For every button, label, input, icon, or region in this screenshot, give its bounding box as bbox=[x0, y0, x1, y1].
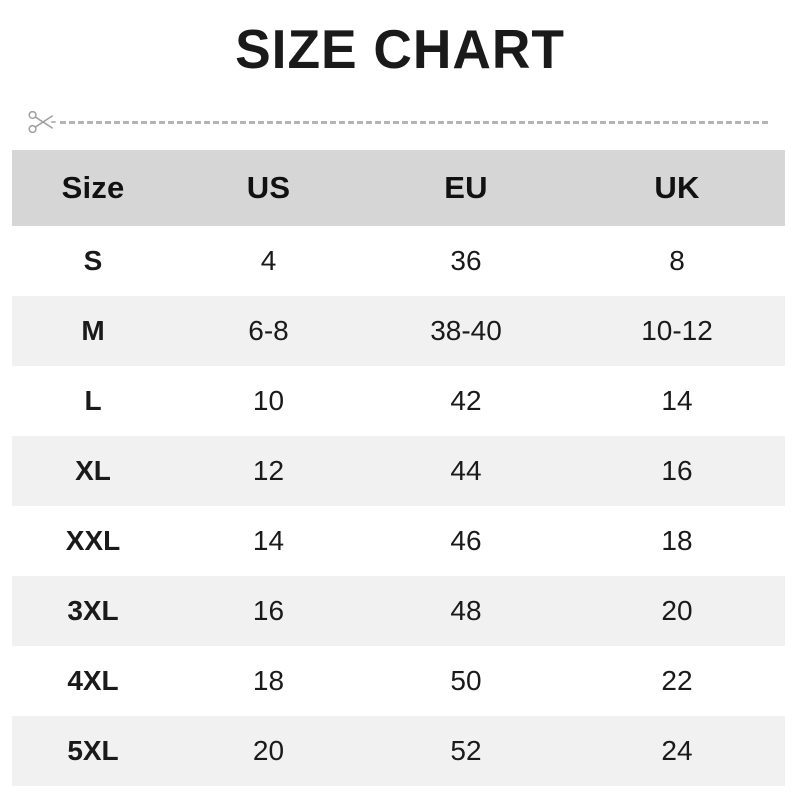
cell-eu: 42 bbox=[450, 385, 482, 416]
cell-size: XL bbox=[75, 455, 111, 486]
cell-size: M bbox=[81, 315, 105, 346]
page-title: SIZE CHART bbox=[235, 18, 565, 80]
table-row: 4XL 18 50 22 bbox=[12, 646, 785, 716]
table-header: Size US EU UK bbox=[12, 150, 785, 226]
page-title-container: SIZE CHART bbox=[0, 22, 800, 77]
cell-size: XXL bbox=[65, 525, 121, 556]
cell-uk: 8 bbox=[669, 245, 685, 276]
cell-us: 14 bbox=[252, 525, 285, 556]
column-header-uk: UK bbox=[654, 170, 700, 205]
cell-us: 12 bbox=[252, 455, 285, 486]
cell-eu: 48 bbox=[450, 595, 482, 626]
cell-uk: 20 bbox=[661, 595, 693, 626]
cell-us: 10 bbox=[252, 385, 285, 416]
cell-uk: 16 bbox=[661, 455, 693, 486]
cell-eu: 38-40 bbox=[430, 315, 502, 346]
table-row: 3XL 16 48 20 bbox=[12, 576, 785, 646]
table-row: XXL 14 46 18 bbox=[12, 506, 785, 576]
cell-eu: 46 bbox=[450, 525, 482, 556]
cell-us: 18 bbox=[252, 665, 285, 696]
cell-eu: 36 bbox=[450, 245, 482, 276]
cell-uk: 24 bbox=[661, 735, 693, 766]
column-header-eu: EU bbox=[444, 170, 488, 205]
scissors-icon bbox=[26, 107, 56, 137]
table-row: 5XL 20 52 24 bbox=[12, 716, 785, 786]
cell-size: 3XL bbox=[67, 595, 119, 626]
cell-uk: 10-12 bbox=[641, 315, 713, 346]
cell-eu: 52 bbox=[450, 735, 482, 766]
cell-us: 16 bbox=[252, 595, 285, 626]
table-row: S 4 36 8 bbox=[12, 226, 785, 296]
column-header-size: Size bbox=[61, 170, 125, 205]
table-header-row: Size US EU UK bbox=[12, 150, 785, 226]
cell-eu: 44 bbox=[450, 455, 482, 486]
cell-uk: 18 bbox=[661, 525, 693, 556]
size-chart-table: Size US EU UK S 4 36 8 M 6-8 38-40 10-12… bbox=[12, 150, 785, 786]
cell-size: 4XL bbox=[67, 665, 119, 696]
table-row: M 6-8 38-40 10-12 bbox=[12, 296, 785, 366]
cell-uk: 22 bbox=[661, 665, 693, 696]
cell-eu: 50 bbox=[450, 665, 482, 696]
cut-line bbox=[26, 105, 768, 139]
column-header-us: US bbox=[246, 170, 291, 205]
cell-us: 20 bbox=[252, 735, 285, 766]
table-row: L 10 42 14 bbox=[12, 366, 785, 436]
cell-uk: 14 bbox=[661, 385, 693, 416]
cell-us: 4 bbox=[260, 245, 277, 276]
table-body: S 4 36 8 M 6-8 38-40 10-12 L 10 42 14 XL… bbox=[12, 226, 785, 786]
cell-size: S bbox=[83, 245, 103, 276]
cell-us: 6-8 bbox=[248, 315, 289, 346]
cell-size: L bbox=[84, 385, 102, 416]
table-row: XL 12 44 16 bbox=[12, 436, 785, 506]
cell-size: 5XL bbox=[67, 735, 119, 766]
cut-line-dashes bbox=[60, 121, 768, 124]
